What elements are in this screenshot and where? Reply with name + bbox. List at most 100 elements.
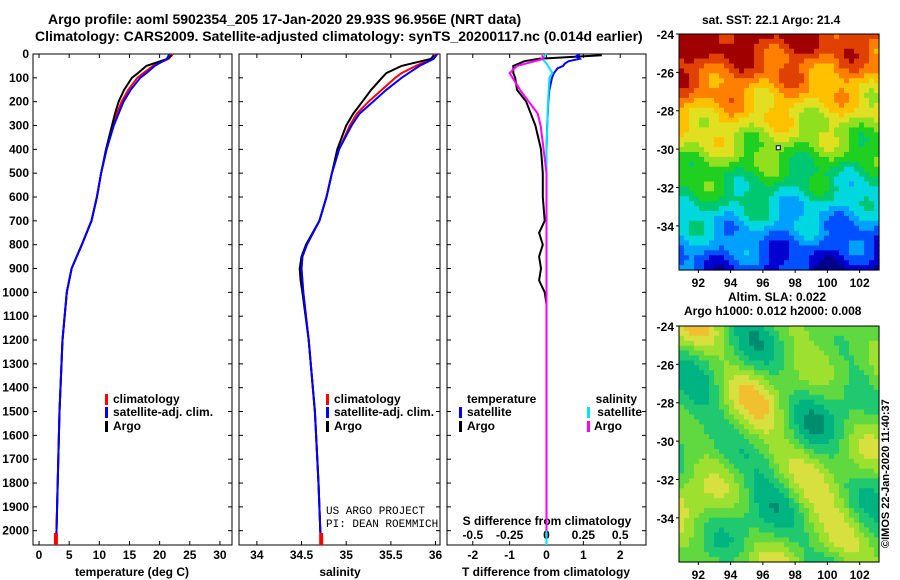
sst-map-cell: [784, 206, 790, 212]
chart-title-line1: Argo profile: aoml 5902354_205 17-Jan-20…: [48, 11, 522, 27]
sst-map-cell: [699, 250, 705, 256]
sla-map-cell: [744, 507, 750, 514]
sla-map-cell: [734, 453, 740, 460]
sst-map-cell: [844, 191, 850, 197]
sla-map-cell: [694, 483, 700, 489]
sst-map-cell: [854, 127, 860, 133]
sla-map-cell: [724, 326, 730, 332]
sla-map-cell: [749, 453, 755, 460]
depth-tick-label: 0: [22, 47, 29, 61]
sla-map-cell: [739, 429, 745, 435]
sst-map-cell: [809, 48, 815, 55]
sla-map-cell: [764, 330, 770, 337]
sst-map-cell: [824, 137, 830, 143]
sst-map-cell: [834, 78, 840, 84]
sst-map-cell: [844, 34, 850, 40]
sst-map-cell: [854, 34, 860, 40]
sla-map-cell: [834, 365, 840, 371]
sst-map-cell: [769, 215, 775, 222]
sla-map-cell: [829, 434, 835, 440]
sst-map-cell: [824, 240, 830, 247]
sst-map-cell: [764, 58, 770, 65]
sla-map-cell: [734, 547, 740, 553]
sst-map-cell: [744, 88, 750, 94]
sla-map-cell: [769, 473, 775, 480]
sst-map-cell: [694, 220, 700, 227]
sla-map-cell: [774, 483, 780, 489]
sla-map-cell: [864, 468, 870, 475]
sst-map-cell: [864, 53, 870, 60]
sla-map-cell: [734, 503, 740, 509]
sla-map-cell: [729, 399, 735, 406]
sst-map-cell: [699, 176, 705, 183]
sst-map-cell: [724, 196, 730, 202]
sla-map-cell: [864, 503, 870, 509]
sla-map-cell: [699, 360, 705, 366]
sla-map-cell: [769, 404, 775, 411]
sst-map-cell: [729, 245, 735, 251]
sst-map-cell: [744, 225, 750, 232]
sla-map-cell: [739, 345, 745, 352]
sla-map-cell: [749, 409, 755, 416]
sst-map-cell: [874, 206, 880, 212]
sst-map-cell: [679, 225, 685, 232]
sst-map-cell: [709, 73, 715, 79]
sst-map-cell: [864, 78, 870, 84]
sla-map-cell: [719, 522, 725, 529]
sst-map-cell: [759, 211, 765, 217]
salinity-legend-argo-label: Argo: [334, 419, 362, 433]
sst-map-cell: [854, 230, 860, 237]
sla-map-cell: [834, 542, 840, 548]
sla-map-cell: [779, 419, 785, 425]
sla-map-cell: [734, 326, 740, 332]
sst-map-cell: [749, 132, 755, 138]
sla-map-cell: [709, 444, 715, 450]
sla-map-cell: [679, 532, 685, 539]
sla-map-cell: [774, 522, 780, 529]
sla-map-cell: [869, 404, 875, 411]
sst-map-cell: [804, 166, 810, 173]
sst-map-cell: [814, 235, 820, 242]
sst-map-cell: [689, 156, 695, 163]
sst-map-cell: [679, 166, 685, 173]
sla-map-cell: [719, 483, 725, 489]
sst-map-cell: [799, 225, 805, 232]
sla-map-cell: [704, 340, 710, 347]
sst-map-cell: [854, 225, 860, 232]
sst-map-cell: [809, 240, 815, 247]
sla-map-cell: [789, 522, 795, 529]
sst-map-cell: [794, 48, 800, 55]
sst-map-cell: [739, 58, 745, 65]
sla-map-cell: [789, 557, 795, 563]
sla-map-cell: [814, 557, 820, 563]
sla-map-cell: [809, 532, 815, 539]
sla-map-cell: [689, 350, 695, 357]
sla-map-cell: [714, 444, 720, 450]
sla-map-cell: [854, 404, 860, 411]
sla-map-x-tick-label: 94: [724, 568, 738, 580]
sla-map-cell: [739, 380, 745, 386]
sst-map-cell: [784, 142, 790, 148]
sla-map-cell: [724, 370, 730, 376]
sla-map-cell: [859, 444, 865, 450]
sla-map-cell: [779, 552, 785, 558]
sla-map-cell: [839, 375, 845, 381]
sst-map-cell: [799, 166, 805, 173]
sla-map-cell: [814, 512, 820, 519]
sst-map-cell: [759, 230, 765, 237]
sla-map-cell: [839, 330, 845, 337]
sst-map-cell: [739, 196, 745, 202]
sla-map-cell: [839, 424, 845, 430]
sla-map-cell: [709, 419, 715, 425]
sla-map-cell: [869, 385, 875, 391]
sla-map-cell: [714, 340, 720, 347]
sst-map-cell: [694, 34, 700, 40]
sst-map-cell: [869, 78, 875, 84]
sla-map-cell: [839, 527, 845, 534]
sst-map-cell: [859, 137, 865, 143]
sst-map-cell: [734, 201, 740, 207]
sst-map-cell: [714, 122, 720, 129]
sla-map-cell: [784, 439, 790, 445]
sst-map-cell: [869, 132, 875, 138]
difference-s-tick-label: -0.5: [462, 528, 483, 542]
